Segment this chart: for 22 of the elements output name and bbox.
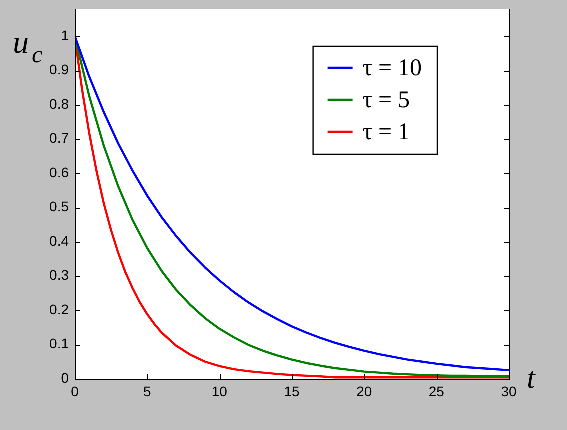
y-tick-label: 0.1 <box>50 336 70 352</box>
y-tick-label: 0.8 <box>50 96 70 112</box>
legend-label: τ = 5 <box>362 87 410 114</box>
x-tick-label: 0 <box>71 383 80 400</box>
x-tick-label: 20 <box>356 383 372 400</box>
y-tick-label: 0.9 <box>50 62 70 78</box>
legend-label: τ = 10 <box>362 55 422 82</box>
legend-label: τ = 1 <box>362 119 410 146</box>
y-tick-label: 1 <box>61 27 70 44</box>
y-tick-label: 0.2 <box>50 301 70 318</box>
x-tick-label: 15 <box>284 383 300 400</box>
x-tick-label: 10 <box>212 383 228 400</box>
x-tick-label: 25 <box>428 383 445 400</box>
y-tick-label: 0.6 <box>50 164 70 180</box>
y-tick-label: 0.7 <box>50 130 70 146</box>
x-axis-title: t <box>527 362 536 395</box>
y-tick-label: 0.3 <box>50 267 70 284</box>
y-tick-label: 0.5 <box>50 198 70 215</box>
y-tick-label: 0 <box>61 370 70 386</box>
x-tick-label: 30 <box>501 383 517 400</box>
x-tick-label: 5 <box>143 383 152 400</box>
y-tick-label: 0.4 <box>50 232 70 249</box>
